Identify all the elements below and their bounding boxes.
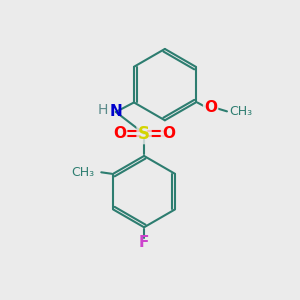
Text: CH₃: CH₃	[71, 166, 94, 179]
Text: O: O	[204, 100, 217, 115]
Text: N: N	[110, 104, 122, 119]
Text: S: S	[138, 125, 150, 143]
Text: F: F	[139, 235, 149, 250]
Text: H: H	[97, 103, 108, 117]
Text: O: O	[113, 126, 126, 141]
Text: CH₃: CH₃	[229, 105, 253, 118]
Text: O: O	[162, 126, 175, 141]
